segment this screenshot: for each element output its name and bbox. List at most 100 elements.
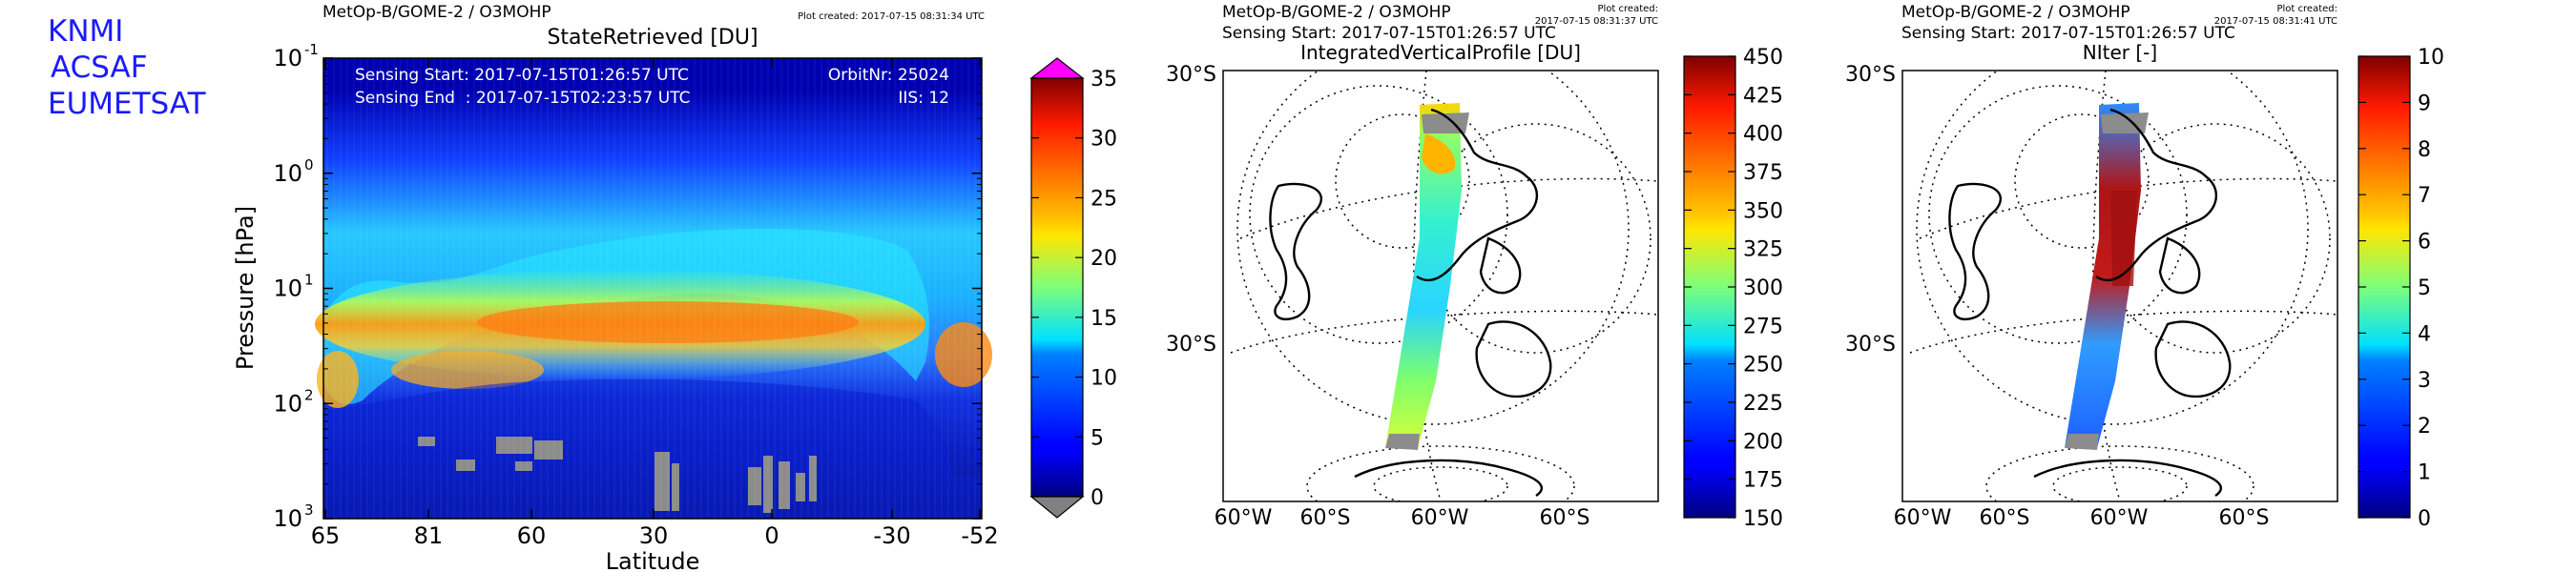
graticule-circle xyxy=(1249,85,1508,344)
swath-strip xyxy=(2065,103,2141,448)
colorbar-tick-label: 350 xyxy=(1743,199,1783,223)
panel-3-lat-label-mid: 30°S xyxy=(1845,333,1896,357)
y-tick-exponent: 2 xyxy=(304,386,314,403)
swath-high-values xyxy=(2110,191,2137,286)
y-tick-label: 10 xyxy=(273,390,302,417)
no-data-patches xyxy=(418,437,817,513)
colorbar-tick-label: 450 xyxy=(1743,46,1783,70)
graticule-ellipse xyxy=(1306,445,1575,501)
brand-eumetsat: EUMETSAT xyxy=(48,87,206,121)
panel-1-x-label: Latitude xyxy=(606,548,700,572)
coastline-americas xyxy=(1948,182,2003,321)
iis-annotation: IIS: 12 xyxy=(898,89,949,108)
graticule-ellipse xyxy=(1373,466,1508,501)
ozone-band-right xyxy=(935,322,992,387)
colorbar-tick-label: 9 xyxy=(2418,92,2431,115)
panel-3-header-left: MetOp-B/GOME-2 / O3MOHP xyxy=(1901,3,2130,22)
x-tick-label: -52 xyxy=(961,522,998,549)
x-tick-label: 81 xyxy=(414,522,444,549)
colorbar-tick-label: 6 xyxy=(2418,231,2431,255)
panel-3-map-frame xyxy=(1901,70,2338,502)
colorbar-tick-label: 225 xyxy=(1743,392,1783,416)
y-tick-label: 10 xyxy=(273,45,302,72)
colorbar-gradient xyxy=(1683,55,1736,519)
brand-acsaf: ACSAF xyxy=(51,51,148,85)
panel-3-lat-label-top: 30°S xyxy=(1845,63,1896,87)
colorbar-tick-label: 150 xyxy=(1743,507,1783,531)
no-data-patch xyxy=(763,456,773,513)
panel-2-lat-label-mid: 30°S xyxy=(1166,333,1216,357)
colorbar-tick-label: 10 xyxy=(1091,367,1117,391)
colorbar-tick-label: 25 xyxy=(1091,187,1117,211)
no-data-patch xyxy=(672,463,679,511)
colorbar-tick-label: 8 xyxy=(2418,138,2431,162)
colorbar-tick-label: 325 xyxy=(1743,238,1783,262)
colorbar-tick-label: 275 xyxy=(1743,315,1783,338)
panel-1-heatmap: MetOp-B/GOME-2 / O3MOHP Plot created: 20… xyxy=(232,3,1117,572)
colorbar-tick-label: 300 xyxy=(1743,276,1783,300)
colorbar-tick-label: 5 xyxy=(2418,276,2431,300)
y-tick-label: 10 xyxy=(273,276,302,302)
colorbar-tick-label: 425 xyxy=(1743,84,1783,108)
colorbar-tick-label: 20 xyxy=(1091,247,1117,271)
brand-knmi: KNMI xyxy=(48,14,124,49)
orbit-number-annotation: OrbitNr: 25024 xyxy=(828,66,949,85)
colorbar-tick-label: 400 xyxy=(1743,123,1783,147)
graticule-circle xyxy=(1928,85,2188,344)
no-data-patch xyxy=(654,452,670,511)
colorbar-tick-label: 7 xyxy=(2418,184,2431,208)
coastlines xyxy=(1269,108,1552,497)
graticule-circle xyxy=(1335,113,1470,249)
coastline-australia xyxy=(1475,320,1552,398)
panel-3-bottom-label-3: 60°W xyxy=(2090,506,2149,530)
coastline-asia xyxy=(2095,108,2217,282)
panel-1-plot-created: Plot created: 2017-07-15 08:31:34 UTC xyxy=(798,11,985,22)
graticule-circle xyxy=(1236,71,1630,425)
ozone-band-left xyxy=(391,351,544,389)
panel-3-bottom-label-1: 60°W xyxy=(1894,506,1952,530)
panel-3-bottom-label-2: 60°S xyxy=(1980,506,2030,530)
sensing-end-annotation: Sensing End : 2017-07-15T02:23:57 UTC xyxy=(355,89,690,108)
colorbar-gradient xyxy=(2358,55,2411,519)
y-tick-exponent: 3 xyxy=(304,501,314,519)
colorbar-tick-label: 1 xyxy=(2418,461,2431,485)
panel-2-plot-created-label: Plot created: xyxy=(1598,4,1659,14)
panel-2-sensing-start: Sensing Start: 2017-07-15T01:26:57 UTC xyxy=(1222,24,1556,43)
graticule-circle xyxy=(2100,123,2331,354)
colorbar-tick-label: 35 xyxy=(1091,68,1117,92)
panel-2-plot-created-date: 2017-07-15 08:31:37 UTC xyxy=(1535,16,1658,27)
x-tick-label: 65 xyxy=(311,522,341,549)
panel-2-header-left: MetOp-B/GOME-2 / O3MOHP xyxy=(1222,3,1451,22)
no-data-patch xyxy=(748,467,761,505)
colorbar-tick-label: 10 xyxy=(2418,46,2444,70)
colorbar-gradient xyxy=(1030,77,1084,498)
colorbar-tick-label: 4 xyxy=(2418,322,2431,346)
panel-3-bottom-label-4: 60°S xyxy=(2219,506,2270,530)
x-tick-label: 0 xyxy=(764,522,779,549)
no-data-patch xyxy=(779,461,790,509)
x-tick-label: -30 xyxy=(873,522,910,549)
lower-stratosphere xyxy=(323,378,982,519)
y-tick-exponent: -1 xyxy=(304,41,319,58)
graticule-ellipse xyxy=(2052,466,2188,501)
panel-1-header-left: MetOp-B/GOME-2 / O3MOHP xyxy=(322,3,551,22)
no-data-patch xyxy=(534,440,563,460)
swath-high-values xyxy=(1422,133,1456,174)
graticule-meridian xyxy=(1413,71,1442,501)
panel-3-map: MetOp-B/GOME-2 / O3MOHP Plot created: 20… xyxy=(1845,3,2444,531)
panel-2-bottom-label-3: 60°W xyxy=(1411,506,1469,530)
coastline-australia xyxy=(2154,320,2232,398)
panel-1-title: StateRetrieved [DU] xyxy=(547,26,758,50)
colorbar-tick-label: 3 xyxy=(2418,369,2431,393)
x-tick-label: 60 xyxy=(517,522,547,549)
panel-3-plot-created-date: 2017-07-15 08:31:41 UTC xyxy=(2214,16,2337,27)
coastline-americas xyxy=(1269,182,1323,321)
panel-2-bottom-label-1: 60°W xyxy=(1215,506,1273,530)
graticule-ellipse xyxy=(1985,445,2254,501)
panel-3-title: NIter [-] xyxy=(2083,41,2157,64)
coastline-asia xyxy=(1416,108,1538,282)
panel-2-map: MetOp-B/GOME-2 / O3MOHP Plot created: 20… xyxy=(1166,3,1783,531)
panel-2-bottom-label-2: 60°S xyxy=(1300,506,1351,530)
